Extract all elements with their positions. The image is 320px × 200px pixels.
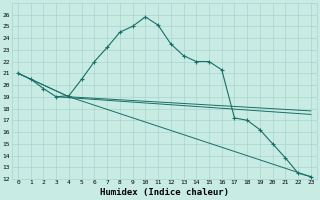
- X-axis label: Humidex (Indice chaleur): Humidex (Indice chaleur): [100, 188, 229, 197]
